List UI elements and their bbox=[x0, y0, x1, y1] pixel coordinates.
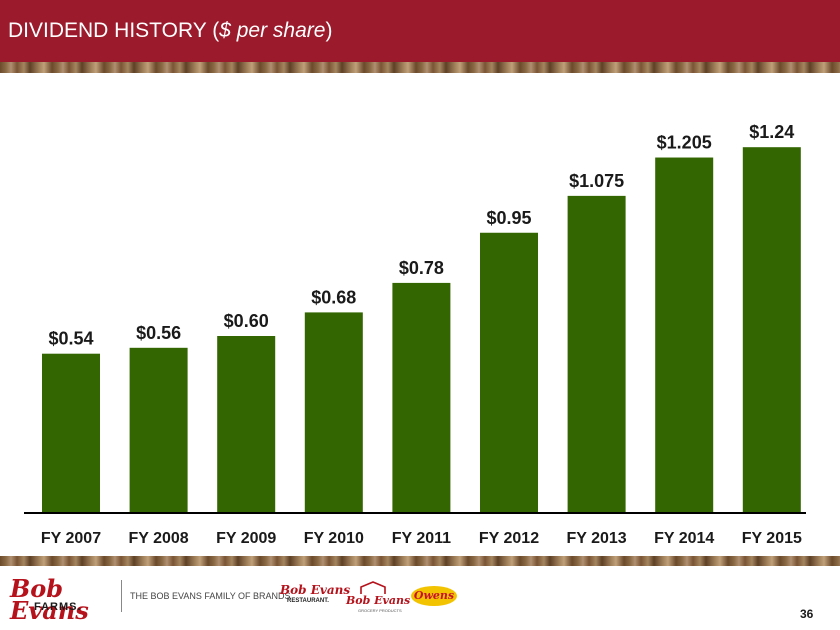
data-label: $0.78 bbox=[399, 258, 444, 278]
data-label: $1.24 bbox=[749, 122, 794, 142]
bar-fy-2010 bbox=[304, 312, 363, 513]
wood-divider-top bbox=[0, 62, 840, 73]
page-number: 36 bbox=[800, 607, 814, 621]
family-of-brands-text: THE BOB EVANS FAMILY OF BRANDS bbox=[130, 591, 291, 601]
title-unit: $ per share bbox=[219, 19, 326, 42]
brand-restaurant-sub: RESTAURANT. bbox=[287, 598, 329, 604]
brand-owens-logo: Owens bbox=[411, 586, 457, 606]
data-label: $0.68 bbox=[311, 287, 356, 307]
bar-fy-2013 bbox=[567, 195, 626, 513]
data-label: $0.56 bbox=[136, 323, 181, 343]
x-tick-label: FY 2009 bbox=[216, 530, 276, 547]
x-tick-label: FY 2007 bbox=[41, 530, 101, 547]
x-tick-label: FY 2010 bbox=[304, 530, 364, 547]
x-tick-label: FY 2013 bbox=[566, 530, 626, 547]
x-tick-label: FY 2011 bbox=[392, 530, 451, 547]
dividend-bar-chart: $0.54 FY 2007 $0.56 FY 2008 $0.60 FY 2009 $0.6… bbox=[24, 122, 806, 547]
wood-divider-bottom bbox=[0, 556, 840, 566]
brand-sausage-logo: Bob Evans bbox=[346, 594, 411, 607]
title-main: DIVIDEND HISTORY bbox=[8, 19, 207, 42]
bar-fy-2008 bbox=[129, 347, 188, 513]
bar-fy-2007 bbox=[42, 353, 100, 513]
logo-farms-text: FARMS. bbox=[34, 601, 82, 613]
x-tick-label: FY 2015 bbox=[742, 530, 802, 547]
page-title: DIVIDEND HISTORY ($ per share) bbox=[8, 19, 332, 43]
header-bar: DIVIDEND HISTORY ($ per share) bbox=[0, 0, 840, 62]
data-label: $0.54 bbox=[48, 329, 93, 349]
bob-evans-farms-logo: Bob Evans bbox=[10, 574, 89, 625]
title-close-paren: ) bbox=[325, 19, 333, 42]
bar-fy-2009 bbox=[217, 336, 276, 513]
data-label: $1.075 bbox=[569, 171, 624, 191]
footer-divider bbox=[121, 580, 122, 612]
title-open-paren: ( bbox=[206, 19, 220, 42]
x-tick-label: FY 2014 bbox=[654, 530, 714, 547]
brand-restaurant-logo: Bob Evans bbox=[280, 583, 351, 597]
x-tick-label: FY 2008 bbox=[128, 530, 188, 547]
bar-fy-2012 bbox=[480, 232, 538, 513]
bar-fy-2011 bbox=[392, 282, 451, 513]
brand-sausage-sub: GROCERY PRODUCTS bbox=[358, 608, 402, 613]
data-label: $0.95 bbox=[486, 208, 531, 228]
data-label: $1.205 bbox=[657, 133, 712, 153]
barn-icon bbox=[360, 581, 386, 594]
x-tick-label: FY 2012 bbox=[479, 530, 539, 547]
data-label: $0.60 bbox=[224, 311, 269, 331]
bar-fy-2015 bbox=[742, 147, 801, 513]
bar-fy-2014 bbox=[655, 157, 714, 513]
